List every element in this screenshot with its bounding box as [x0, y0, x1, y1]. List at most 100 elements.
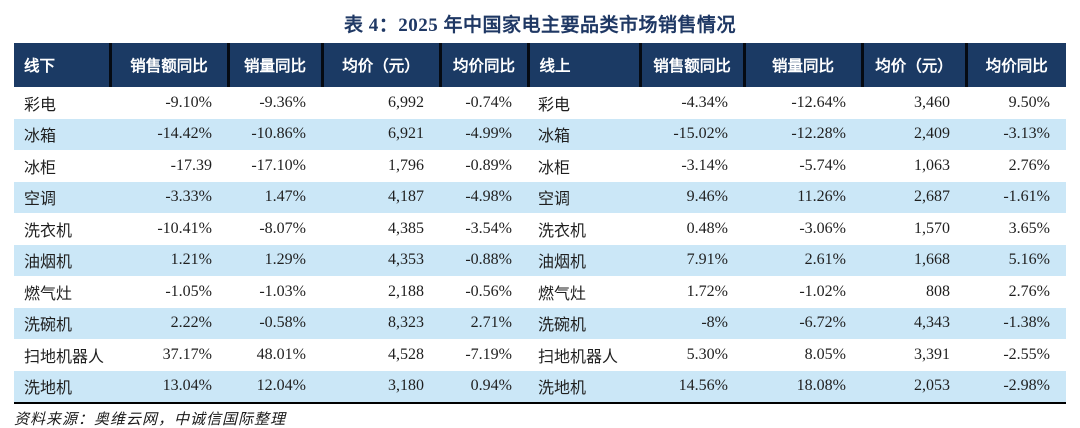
appliance-sales-table: 线下 销售额同比 销量同比 均价（元） 均价同比 线上 销售额同比 销量同比 均…	[14, 43, 1066, 404]
category-cell: 冰箱	[528, 118, 640, 150]
value-cell: -9.36%	[259, 93, 306, 111]
col-header-offline: 线下	[14, 43, 110, 87]
value-cell: 2.61%	[744, 244, 862, 276]
value-cell: 3,460	[914, 93, 950, 111]
value-cell: -14.42%	[110, 118, 228, 150]
value-cell: 1,796	[388, 156, 424, 174]
value-cell: 3.65%	[1008, 219, 1050, 237]
value-cell: 2,053	[862, 370, 966, 403]
value-cell: 11.26%	[744, 181, 862, 213]
table-row: 洗衣机 -10.41% -8.07% 4,385 -3.54% 洗衣机 0.48% -3.06…	[14, 213, 1066, 245]
value-cell: 9.50%	[1008, 93, 1050, 111]
value-cell: 0.48%	[686, 219, 728, 237]
col-header-offline-volume-yoy: 销量同比	[226, 43, 322, 87]
category-cell: 油烟机	[14, 244, 110, 276]
table-row: 彩电 -9.10% -9.36% 6,992 -0.74% 彩电 -4.34% -12.64%…	[14, 87, 1066, 119]
value-cell: 5.16%	[966, 244, 1066, 276]
value-cell: 8.05%	[804, 345, 846, 363]
value-cell: 2.76%	[1008, 282, 1050, 300]
value-cell: 48.01%	[256, 345, 306, 363]
value-cell: 3,391	[914, 345, 950, 363]
value-cell: -4.98%	[440, 181, 528, 213]
value-cell: -17.39	[170, 156, 212, 174]
table-row: 洗地机 13.04% 12.04% 3,180 0.94% 洗地机 14.56% 18.08%…	[14, 370, 1066, 403]
value-cell: 13.04%	[110, 370, 228, 403]
category-cell: 燃气灶	[538, 285, 587, 303]
value-cell: -4.99%	[440, 118, 528, 150]
value-cell: -0.58%	[228, 307, 322, 339]
value-cell: 1.72%	[686, 282, 728, 300]
value-cell: -15.02%	[640, 118, 744, 150]
value-cell: -3.13%	[966, 118, 1066, 150]
value-cell: 4,528	[388, 345, 424, 363]
category-cell: 冰柜	[538, 159, 571, 177]
table-body: 彩电 -9.10% -9.36% 6,992 -0.74% 彩电 -4.34% -12.64%…	[14, 87, 1066, 403]
value-cell: -3.06%	[799, 219, 846, 237]
value-cell: -0.88%	[440, 244, 528, 276]
value-cell: 1.21%	[110, 244, 228, 276]
table-row: 洗碗机 2.22% -0.58% 8,323 2.71% 洗碗机 -8% -6.72% 4,34…	[14, 307, 1066, 339]
category-cell: 洗地机	[528, 370, 640, 403]
value-cell: 4,385	[388, 219, 424, 237]
value-cell: 5.30%	[686, 345, 728, 363]
value-cell: -0.74%	[465, 93, 512, 111]
value-cell: -0.89%	[465, 156, 512, 174]
value-cell: 9.46%	[640, 181, 744, 213]
value-cell: -1.03%	[259, 282, 306, 300]
value-cell: 2.71%	[440, 307, 528, 339]
value-cell: 4,187	[322, 181, 440, 213]
value-cell: -2.98%	[966, 370, 1066, 403]
category-cell: 冰箱	[14, 118, 110, 150]
col-header-offline-avg-price-yoy: 均价同比	[438, 43, 528, 87]
value-cell: -8.07%	[259, 219, 306, 237]
value-cell: 6,921	[322, 118, 440, 150]
table-row: 冰柜 -17.39 -17.10% 1,796 -0.89% 冰柜 -3.14% -5.74%…	[14, 150, 1066, 182]
value-cell: -12.64%	[791, 93, 846, 111]
category-cell: 扫地机器人	[24, 348, 105, 366]
col-header-offline-sales-yoy: 销售额同比	[108, 43, 228, 87]
category-cell: 扫地机器人	[538, 348, 619, 366]
value-cell: 6,992	[388, 93, 424, 111]
source-note: 资料来源：奥维云网，中诚信国际整理	[14, 412, 287, 428]
value-cell: 2.22%	[110, 307, 228, 339]
value-cell: 1,570	[914, 219, 950, 237]
value-cell: 1.47%	[228, 181, 322, 213]
value-cell: -9.10%	[165, 93, 212, 111]
value-cell: 1.29%	[228, 244, 322, 276]
col-header-online-avg-price: 均价（元）	[860, 43, 966, 87]
page-title: 表 4：2025 年中国家电主要品类市场销售情况	[343, 15, 736, 36]
value-cell: 37.17%	[162, 345, 212, 363]
col-header-online-volume-yoy: 销量同比	[742, 43, 862, 87]
table-row: 油烟机 1.21% 1.29% 4,353 -0.88% 油烟机 7.91% 2.61% 1,6…	[14, 244, 1066, 276]
value-cell: -0.56%	[465, 282, 512, 300]
value-cell: 12.04%	[228, 370, 322, 403]
value-cell: 2,188	[388, 282, 424, 300]
value-cell: 4,353	[322, 244, 440, 276]
value-cell: 808	[926, 282, 950, 300]
table-header-row: 线下 销售额同比 销量同比 均价（元） 均价同比 线上 销售额同比 销量同比 均…	[14, 43, 1066, 87]
category-cell: 冰柜	[24, 159, 57, 177]
value-cell: -6.72%	[744, 307, 862, 339]
value-cell: 3,180	[322, 370, 440, 403]
value-cell: -1.61%	[966, 181, 1066, 213]
category-cell: 空调	[14, 181, 110, 213]
value-cell: 1,063	[914, 156, 950, 174]
value-cell: -17.10%	[251, 156, 306, 174]
value-cell: -1.02%	[799, 282, 846, 300]
value-cell: -4.34%	[681, 93, 728, 111]
table-row: 冰箱 -14.42% -10.86% 6,921 -4.99% 冰箱 -15.02% -12.…	[14, 118, 1066, 150]
value-cell: -10.41%	[157, 219, 212, 237]
category-cell: 空调	[528, 181, 640, 213]
value-cell: -3.14%	[681, 156, 728, 174]
value-cell: -1.05%	[165, 282, 212, 300]
col-header-online-avg-price-yoy: 均价同比	[964, 43, 1066, 87]
category-cell: 彩电	[24, 96, 57, 114]
value-cell: -7.19%	[465, 345, 512, 363]
category-cell: 洗衣机	[24, 222, 73, 240]
value-cell: -10.86%	[228, 118, 322, 150]
value-cell: 2,687	[862, 181, 966, 213]
value-cell: 8,323	[322, 307, 440, 339]
category-cell: 洗碗机	[14, 307, 110, 339]
value-cell: 18.08%	[744, 370, 862, 403]
value-cell: -5.74%	[799, 156, 846, 174]
